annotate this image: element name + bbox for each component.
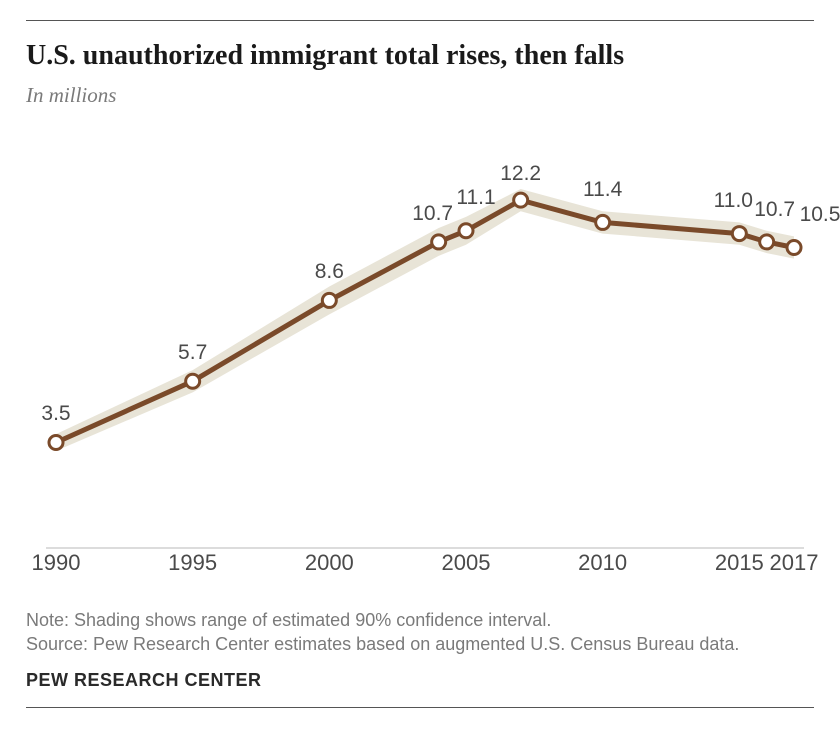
- x-tick-label: 1990: [32, 550, 81, 576]
- data-point-label: 8.6: [315, 260, 344, 284]
- data-point-label: 11.4: [583, 178, 622, 202]
- line-chart: 1990199520002005201020152017 3.55.78.610…: [26, 120, 814, 590]
- x-tick-label: 2005: [442, 550, 491, 576]
- x-tick-label: 2000: [305, 550, 354, 576]
- note-line: Note: Shading shows range of estimated 9…: [26, 608, 814, 632]
- chart-svg: [26, 120, 814, 590]
- data-point-label: 3.5: [41, 402, 70, 426]
- x-axis-ticks: 1990199520002005201020152017: [26, 550, 814, 580]
- chart-notes: Note: Shading shows range of estimated 9…: [26, 608, 814, 657]
- x-tick-label: 2015: [715, 550, 764, 576]
- data-point-label: 11.0: [714, 189, 753, 213]
- chart-subtitle: In millions: [26, 83, 814, 108]
- data-point-label: 12.2: [500, 162, 541, 186]
- rule-top: [26, 20, 814, 21]
- x-tick-label: 2017: [770, 550, 819, 576]
- x-tick-label: 1995: [168, 550, 217, 576]
- x-tick-label: 2010: [578, 550, 627, 576]
- data-point-label: 10.7: [412, 202, 453, 226]
- chart-title: U.S. unauthorized immigrant total rises,…: [26, 39, 814, 73]
- data-point-label: 5.7: [178, 341, 207, 365]
- rule-bottom: [26, 707, 814, 708]
- source-line: Source: Pew Research Center estimates ba…: [26, 632, 814, 656]
- data-point-label: 10.7: [754, 198, 795, 222]
- data-point-label: 11.1: [456, 186, 495, 210]
- attribution: PEW RESEARCH CENTER: [26, 670, 814, 691]
- data-point-label: 10.5: [800, 203, 840, 227]
